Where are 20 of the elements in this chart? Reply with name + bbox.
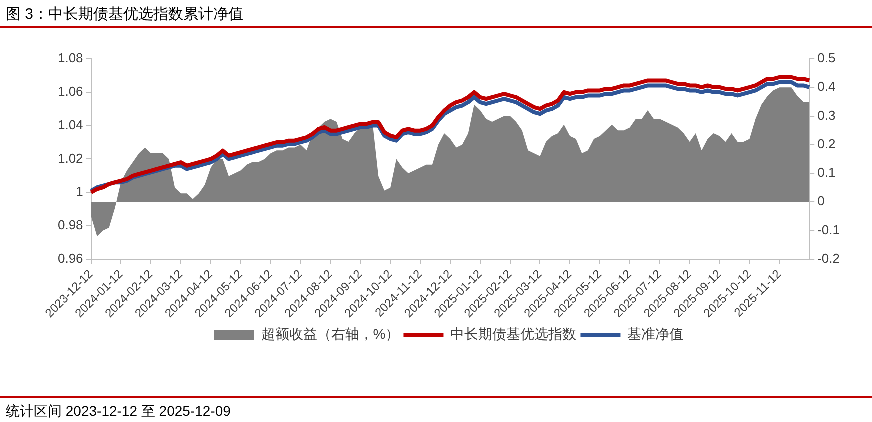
y2-tick-label: 0.5 — [818, 50, 836, 66]
y-tick-label: 1.02 — [58, 150, 84, 166]
y2-tick-label: 0.3 — [818, 108, 836, 123]
y2-tick-label: 0.1 — [818, 165, 836, 180]
y2-tick-label: -0.1 — [818, 222, 840, 238]
y2-tick-label: 0.4 — [818, 79, 836, 94]
legend-label: 超额收益（右轴，%） — [261, 326, 400, 342]
y-tick-label: 1 — [76, 184, 84, 200]
y-tick-label: 1.08 — [58, 50, 84, 66]
y-tick-label: 1.06 — [58, 84, 84, 99]
chart-title: 图 3：中长期债基优选指数累计净值 — [0, 0, 872, 28]
y-tick-label: 1.04 — [58, 117, 84, 132]
y2-tick-label: 0 — [818, 194, 825, 209]
y-tick-label: 0.98 — [58, 218, 84, 233]
legend-label: 中长期债基优选指数 — [450, 326, 577, 342]
text: 统计区间 2023-12-12 至 2025-12-09 — [0, 396, 872, 421]
y2-tick-label: 0.2 — [818, 136, 836, 152]
y2-tick-label: -0.2 — [818, 250, 840, 266]
legend-label: 基准净值 — [628, 326, 684, 342]
y-tick-label: 0.96 — [58, 250, 84, 266]
